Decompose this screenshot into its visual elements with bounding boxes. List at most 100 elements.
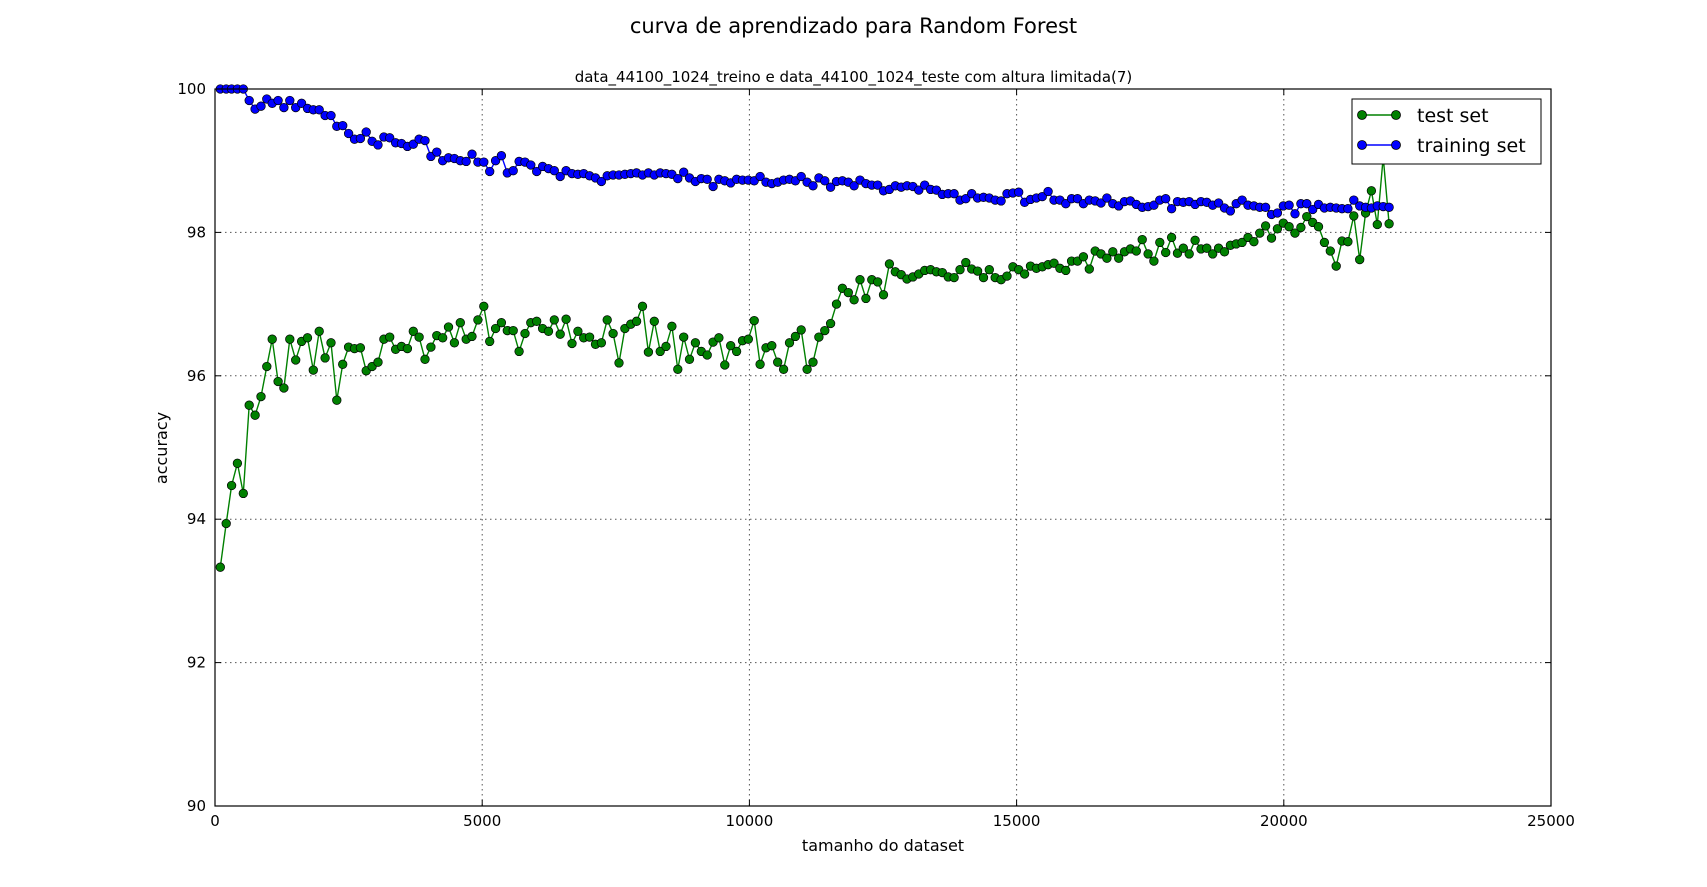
data-point xyxy=(320,353,330,363)
data-point xyxy=(1114,253,1124,263)
data-point xyxy=(1143,249,1153,259)
data-point xyxy=(802,364,812,374)
data-point xyxy=(684,354,695,364)
data-point xyxy=(1014,187,1024,197)
data-point xyxy=(1272,224,1283,234)
data-point xyxy=(843,287,853,298)
data-point xyxy=(708,181,718,192)
data-point xyxy=(1190,235,1200,245)
data-point xyxy=(467,331,477,342)
data-point xyxy=(1349,195,1359,205)
data-point xyxy=(1255,228,1265,238)
axes-title: data_44100_1024_treino e data_44100_1024… xyxy=(575,68,1133,87)
y-tick-label: 100 xyxy=(177,80,206,98)
data-point xyxy=(1061,265,1071,276)
x-axis-label: tamanho do dataset xyxy=(802,836,964,855)
data-point xyxy=(1237,237,1247,248)
legend-label-test-set: test set xyxy=(1417,105,1489,127)
data-point xyxy=(1319,237,1330,248)
data-point xyxy=(1102,193,1112,203)
data-point xyxy=(426,342,436,352)
legend-label-training-set: training set xyxy=(1417,135,1526,157)
data-point xyxy=(314,105,324,115)
data-point xyxy=(573,326,583,336)
data-point xyxy=(232,458,243,468)
data-point xyxy=(1184,249,1194,259)
data-point xyxy=(250,410,260,420)
plot-series xyxy=(215,84,1394,572)
data-point xyxy=(490,323,501,334)
data-point xyxy=(314,326,324,336)
legend-marker-training-set xyxy=(1391,140,1401,150)
data-point xyxy=(861,293,871,304)
data-point xyxy=(820,325,830,336)
data-point xyxy=(561,314,571,324)
data-point xyxy=(596,176,607,187)
data-point xyxy=(467,149,477,159)
data-point xyxy=(1084,264,1094,274)
data-point xyxy=(332,395,342,405)
data-point xyxy=(402,343,413,354)
data-point xyxy=(1325,246,1335,256)
data-point xyxy=(1284,222,1294,232)
data-point xyxy=(555,171,565,182)
data-point xyxy=(1249,237,1259,247)
data-point xyxy=(1260,221,1271,231)
data-point xyxy=(1037,191,1047,202)
x-tick-label: 0 xyxy=(210,812,220,830)
data-point xyxy=(438,333,448,343)
data-point xyxy=(302,333,313,343)
data-point xyxy=(1208,249,1218,259)
data-point xyxy=(1384,219,1394,229)
data-point xyxy=(755,359,765,369)
data-point xyxy=(385,133,395,143)
data-point xyxy=(473,315,483,325)
data-point xyxy=(226,480,237,491)
data-point xyxy=(215,562,225,572)
data-point xyxy=(873,277,883,287)
data-point xyxy=(420,354,430,364)
data-point xyxy=(1096,198,1106,208)
data-point xyxy=(1284,200,1294,210)
data-point xyxy=(1290,228,1300,238)
data-point xyxy=(543,326,554,336)
data-point xyxy=(1225,206,1236,216)
data-point xyxy=(1384,202,1394,212)
data-point xyxy=(631,316,642,326)
data-point xyxy=(878,290,889,300)
data-point xyxy=(825,318,836,329)
data-point xyxy=(273,376,283,387)
data-point xyxy=(526,160,536,170)
data-point xyxy=(326,110,336,121)
data-point xyxy=(831,299,842,309)
data-point xyxy=(343,128,354,139)
data-point xyxy=(1178,243,1188,253)
data-point xyxy=(1272,208,1283,218)
data-point xyxy=(661,341,671,352)
data-point xyxy=(1131,246,1141,256)
data-point xyxy=(338,359,348,369)
data-point xyxy=(508,166,518,176)
data-point xyxy=(549,166,559,176)
data-point xyxy=(731,346,742,357)
legend-marker-training-set xyxy=(1357,140,1367,150)
data-point xyxy=(479,157,489,167)
data-point xyxy=(514,346,524,357)
data-point xyxy=(1266,233,1277,243)
data-point xyxy=(720,360,730,370)
data-point xyxy=(1166,232,1177,243)
data-point xyxy=(414,332,424,342)
data-point xyxy=(308,365,318,375)
data-point xyxy=(820,176,830,186)
data-point xyxy=(455,318,465,328)
data-point xyxy=(1343,204,1353,214)
legend-marker-test-set xyxy=(1357,110,1367,120)
data-point xyxy=(643,347,654,357)
data-point xyxy=(432,147,442,157)
data-point xyxy=(1219,247,1230,257)
data-point xyxy=(1078,252,1089,262)
data-point xyxy=(1372,219,1382,230)
data-point xyxy=(637,301,648,311)
data-point xyxy=(1343,237,1353,247)
data-point xyxy=(567,338,577,349)
